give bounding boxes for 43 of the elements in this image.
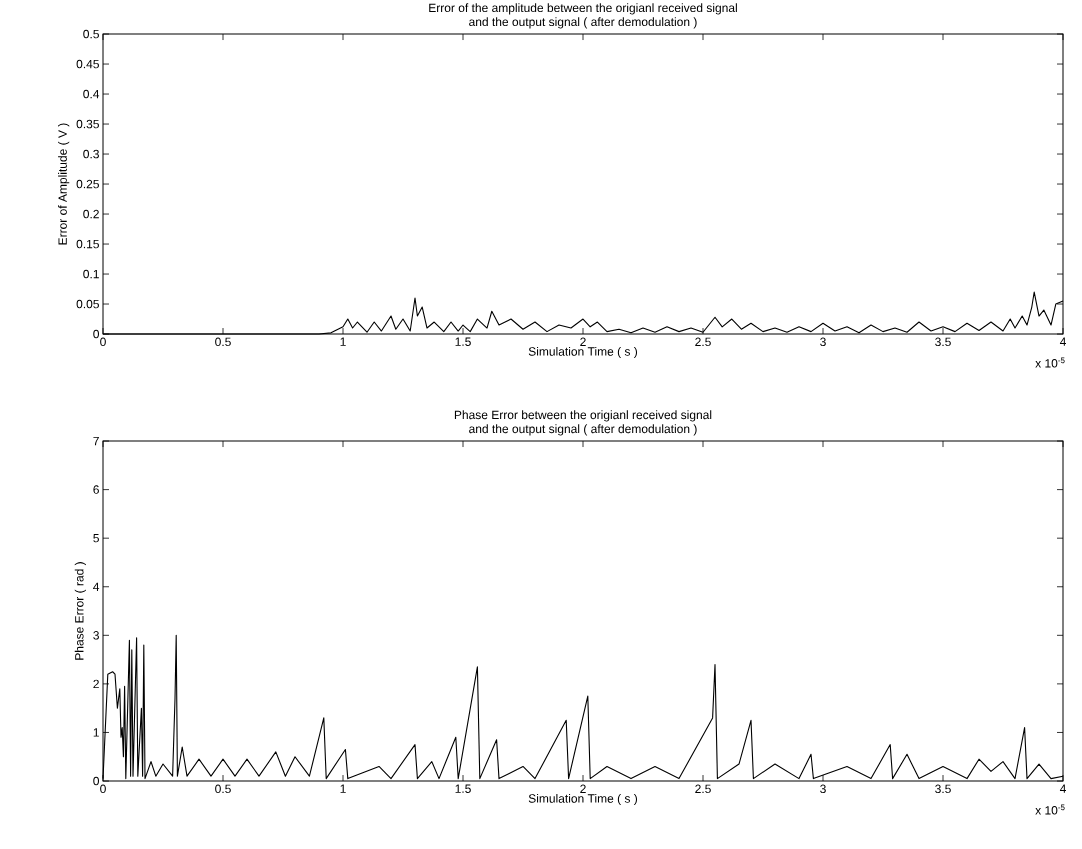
y-tick-label: 0.15 — [76, 239, 99, 249]
x-tick-label: 1 — [340, 337, 346, 346]
y-tick-label: 6 — [93, 485, 99, 494]
x-tick-label: 3 — [820, 784, 826, 794]
y-tick-label: 0.3 — [83, 149, 99, 159]
x-tick-label: 2 — [580, 784, 586, 793]
x-tick-label: 4 — [1059, 784, 1066, 793]
y-tick-label: 0 — [93, 329, 100, 339]
y-tick-label: 4 — [93, 582, 100, 591]
y-tick-label: 7 — [93, 436, 99, 446]
x-tick-label: 3 — [820, 337, 826, 347]
y-tick-label: 0.4 — [83, 89, 100, 99]
x-tick-label: 2 — [580, 337, 586, 346]
x-tick-label: 4 — [1059, 337, 1066, 346]
x-tick-label: 1.5 — [455, 337, 471, 346]
y-tick-label: 3 — [93, 631, 99, 640]
x-axis-title: Simulation Time ( s ) — [528, 793, 638, 806]
chart-title: Error of the amplitude between the origianl received signal and the output signal ( after demodulation ) — [429, 3, 737, 29]
x-tick-label: 2.5 — [695, 784, 711, 794]
x-tick-label: 1 — [340, 784, 346, 793]
x-axis-title: Simulation Time ( s ) — [528, 346, 638, 359]
y-tick-label: 0.5 — [83, 29, 99, 39]
x-tick-label: 0.5 — [215, 337, 231, 347]
x-tick-label: 0.5 — [215, 784, 231, 794]
y-axis-title: Error of Amplitude ( V ) — [58, 123, 70, 245]
y-tick-label: 0.35 — [76, 119, 99, 129]
text: x 10$^{-5}$ — [1035, 804, 1065, 815]
x-tick-label: 2.5 — [695, 337, 711, 347]
text: x 10$^{-5}$ — [1035, 357, 1065, 368]
y-tick-label: 0.05 — [76, 299, 99, 309]
x-tick-label: 3.5 — [935, 784, 951, 794]
y-tick-label: 1 — [93, 728, 99, 737]
y-tick-label: 0.1 — [83, 269, 99, 279]
y-tick-label: 0.2 — [83, 209, 99, 219]
y-axis-title: Phase Error ( rad ) — [74, 562, 86, 660]
y-tick-label: 5 — [93, 533, 99, 543]
y-tick-label: 0.45 — [76, 59, 99, 69]
x-tick-label: 1.5 — [455, 784, 471, 793]
y-tick-label: 2 — [93, 679, 99, 689]
y-tick-label: 0 — [93, 776, 100, 786]
x-tick-label: 3.5 — [935, 337, 951, 347]
chart-title: Phase Error between the origianl received signal and the output signal ( after demodulation ) — [454, 410, 712, 436]
y-tick-label: 0.25 — [76, 179, 99, 189]
